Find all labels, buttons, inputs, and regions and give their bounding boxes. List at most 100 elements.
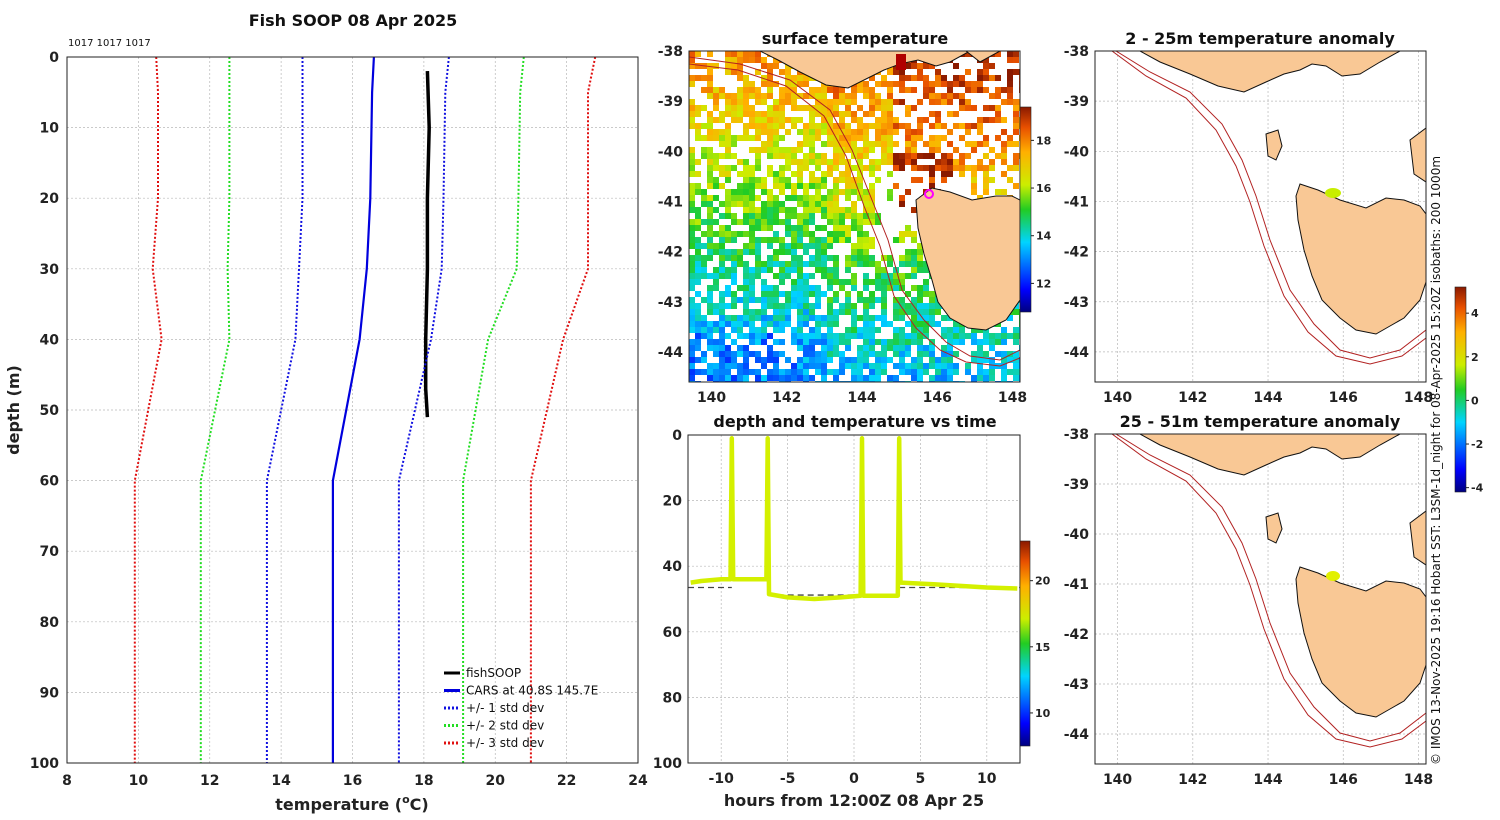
sst-pixel — [863, 357, 869, 363]
sst-pixel — [803, 123, 809, 129]
sst-pixel — [1013, 51, 1019, 57]
sst-pixel — [773, 63, 779, 69]
credit-text: © IMOS 13-Nov-2025 19:16 Hobart SST: L3S… — [1429, 156, 1443, 765]
sst-pixel — [785, 87, 791, 93]
sst-pixel — [821, 87, 827, 93]
sst-pixel — [767, 93, 773, 99]
sst-pixel — [929, 345, 935, 351]
sst-pixel — [911, 309, 917, 315]
sst-pixel — [773, 351, 779, 357]
sst-pixel — [881, 273, 887, 279]
map-xtick: 144 — [847, 390, 876, 406]
sst-pixel — [977, 339, 983, 345]
sst-pixel — [899, 363, 905, 369]
sst-pixel — [743, 261, 749, 267]
sst-pixel — [743, 345, 749, 351]
sst-pixel — [773, 171, 779, 177]
sst-pixel — [827, 243, 833, 249]
sst-pixel — [725, 123, 731, 129]
sst-pixel — [815, 267, 821, 273]
sst-pixel — [917, 153, 923, 159]
sst-pixel — [881, 321, 887, 327]
sst-pixel — [881, 351, 887, 357]
sst-pixel — [701, 87, 707, 93]
sst-pixel — [941, 327, 947, 333]
sst-pixel — [983, 69, 989, 75]
sst-pixel — [905, 63, 911, 69]
sst-pixel — [905, 321, 911, 327]
sst-pixel — [809, 243, 815, 249]
sst-pixel — [917, 123, 923, 129]
sst-pixel — [695, 207, 701, 213]
sst-pixel — [737, 57, 743, 63]
sst-pixel — [803, 195, 809, 201]
sst-pixel — [707, 249, 713, 255]
sst-pixel — [815, 357, 821, 363]
sst-pixel — [911, 357, 917, 363]
sst-pixel — [815, 303, 821, 309]
sst-pixel — [695, 63, 701, 69]
sst-pixel — [761, 315, 767, 321]
sst-pixel — [977, 327, 983, 333]
sst-pixel — [815, 297, 821, 303]
sst-pixel — [899, 303, 905, 309]
sst-pixel — [701, 267, 707, 273]
sst-pixel — [1013, 159, 1019, 165]
sst-pixel — [743, 105, 749, 111]
sst-pixel — [815, 261, 821, 267]
sst-pixel — [833, 123, 839, 129]
sst-pixel — [821, 237, 827, 243]
sst-pixel — [803, 303, 809, 309]
sst-pixel — [719, 303, 725, 309]
sst-pixel — [803, 261, 809, 267]
sst-pixel — [773, 147, 779, 153]
sst-port-phillip-warm — [896, 54, 906, 70]
sst-pixel — [725, 111, 731, 117]
sst-pixel — [875, 93, 881, 99]
sst-pixel — [983, 333, 989, 339]
sst-pixel — [749, 249, 755, 255]
sst-pixel — [779, 135, 785, 141]
sst-pixel — [815, 183, 821, 189]
sst-pixel — [923, 93, 929, 99]
sst-pixel — [905, 159, 911, 165]
sst-pixel — [845, 303, 851, 309]
sst-pixel — [731, 57, 737, 63]
sst-pixel — [689, 231, 695, 237]
sst-pixel — [869, 315, 875, 321]
anomaly-upper-ticks: 140 142 144 146 148-38-39-40-41-42-43-44 — [1064, 44, 1433, 406]
sst-pixel — [983, 339, 989, 345]
sst-pixel — [815, 327, 821, 333]
sst-pixel — [773, 339, 779, 345]
sst-pixel — [899, 201, 905, 207]
sst-pixel — [869, 87, 875, 93]
sst-pixel — [827, 231, 833, 237]
sst-pixel — [797, 315, 803, 321]
sst-pixel — [869, 297, 875, 303]
sst-pixel — [689, 375, 695, 381]
sst-pixel — [821, 351, 827, 357]
sst-pixel — [929, 141, 935, 147]
sst-pixel — [875, 117, 881, 123]
sst-pixel — [893, 297, 899, 303]
depth-time-chart: depth and temperature vs time -10 -5 0 5 100… — [653, 412, 1051, 810]
sst-pixel — [887, 273, 893, 279]
sst-pixel — [989, 105, 995, 111]
sst-pixel — [827, 165, 833, 171]
sst-pixel — [869, 321, 875, 327]
sst-pixel — [971, 351, 977, 357]
sst-pixel — [911, 153, 917, 159]
sst-pixel — [833, 225, 839, 231]
sst-pixel — [749, 165, 755, 171]
sst-pixel — [773, 255, 779, 261]
sst-pixel — [923, 141, 929, 147]
sst-pixel — [761, 339, 767, 345]
sst-pixel — [845, 135, 851, 141]
sst-pixel — [773, 123, 779, 129]
sst-pixel — [983, 351, 989, 357]
sst-pixel — [707, 369, 713, 375]
sst-pixel — [785, 231, 791, 237]
sst-pixel — [947, 333, 953, 339]
sst-pixel — [833, 189, 839, 195]
sst-pixel — [809, 309, 815, 315]
